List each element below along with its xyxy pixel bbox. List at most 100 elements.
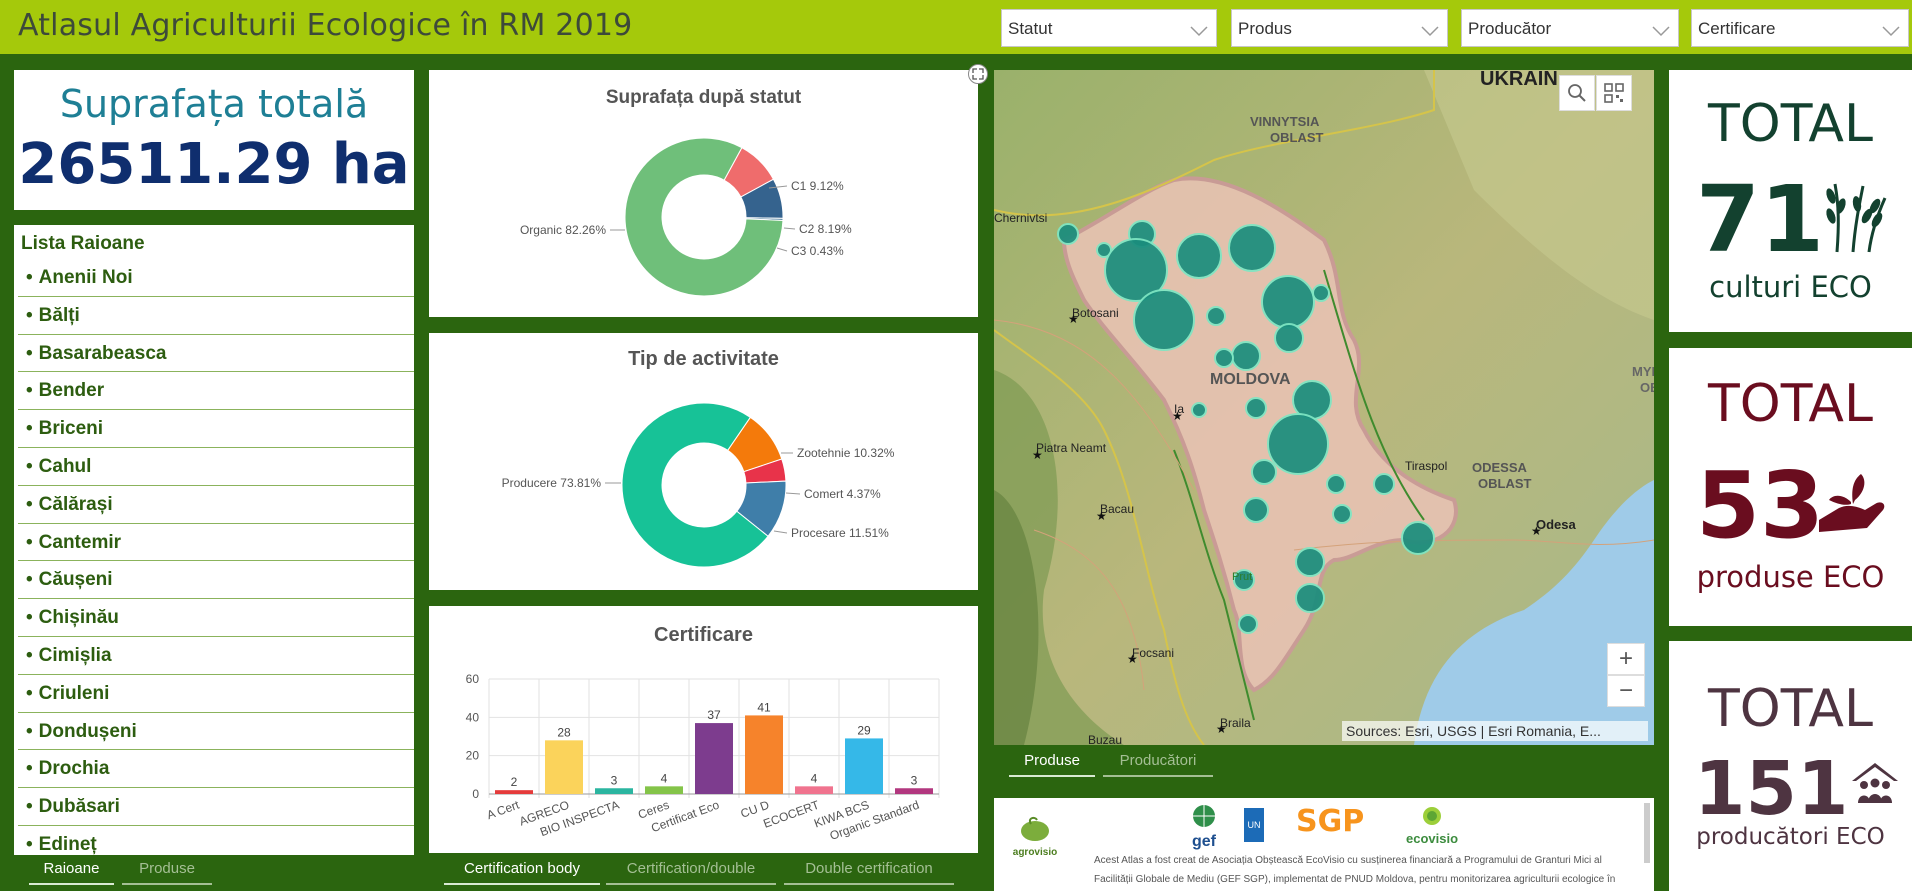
bar[interactable] — [845, 738, 883, 794]
list-item[interactable]: • Bălți — [18, 297, 414, 335]
list-item-label: Dubăsari — [38, 796, 120, 818]
city-marker-icon: ★ — [1096, 509, 1107, 523]
map-bubble[interactable] — [1245, 397, 1267, 419]
list-item[interactable]: • Bender — [18, 372, 414, 411]
wheat-icon — [1826, 183, 1887, 253]
bar[interactable] — [745, 715, 783, 794]
bar[interactable] — [695, 723, 733, 794]
map-bubble[interactable] — [1191, 402, 1207, 418]
bar[interactable] — [895, 788, 933, 794]
tab-produse[interactable]: Produse — [122, 860, 212, 885]
bar[interactable] — [645, 786, 683, 794]
total-cultures-panel: TOTAL 71 culturi ECO — [1669, 70, 1912, 332]
list-item[interactable]: • Cantemir — [18, 524, 414, 562]
raion-list-title: Lista Raioane — [21, 233, 145, 254]
y-tick-label: 20 — [466, 749, 480, 763]
tab-double-certification[interactable]: Double certification — [784, 860, 954, 885]
list-item-label: Bender — [38, 380, 105, 402]
slice-label-leader — [773, 530, 788, 534]
bar-value-label: 4 — [661, 771, 668, 785]
map-label: Bacau — [1100, 502, 1134, 516]
list-item[interactable]: • Anenii Noi — [18, 259, 414, 297]
tab-map-producatori[interactable]: Producători — [1103, 752, 1213, 777]
map-bubble[interactable] — [1057, 223, 1079, 245]
agrovisio-logo: agrovisio — [1008, 816, 1062, 858]
zoom-out-button[interactable]: − — [1607, 675, 1645, 707]
slice-label: Organic 82.26% — [520, 223, 606, 237]
tab-raioane[interactable]: Raioane — [29, 860, 114, 885]
list-item[interactable]: • Căușeni — [18, 561, 414, 600]
list-item[interactable]: • Briceni — [18, 410, 414, 448]
list-item[interactable]: • Chișinău — [18, 599, 414, 637]
bar-value-label: 29 — [857, 723, 871, 737]
map-bubble[interactable] — [1243, 497, 1269, 523]
filter-dropdown-1[interactable]: Statut — [1001, 9, 1217, 47]
donut-slice[interactable] — [624, 137, 784, 297]
map-bubble[interactable] — [1373, 473, 1395, 495]
chevron-down-icon — [1652, 22, 1670, 42]
map-bubble[interactable] — [1233, 569, 1255, 591]
donut-slice[interactable] — [621, 402, 769, 568]
bar[interactable] — [795, 786, 833, 794]
map-bubble[interactable] — [1326, 474, 1346, 494]
map-bubble[interactable] — [1267, 413, 1329, 475]
map-bubble[interactable] — [1231, 341, 1261, 371]
map-bubble[interactable] — [1228, 224, 1276, 272]
list-item[interactable]: • Criuleni — [18, 675, 414, 713]
map-qr-button[interactable] — [1596, 75, 1632, 111]
list-item-label: Cantemir — [38, 531, 122, 553]
map-bubble[interactable] — [1312, 284, 1330, 302]
map-bubble[interactable] — [1295, 547, 1325, 577]
status-chart-title: Suprafața după statut — [605, 87, 802, 108]
list-item[interactable]: • Edineț — [18, 826, 414, 855]
map-bubble[interactable] — [1261, 275, 1315, 329]
map-label: MOLDOVA — [1210, 371, 1291, 388]
map-bubble[interactable] — [1401, 521, 1435, 555]
filter-dropdown-4[interactable]: Certificare — [1691, 9, 1909, 47]
map-bubble[interactable] — [1251, 459, 1277, 485]
map-bubble[interactable] — [1176, 233, 1222, 279]
total-cultures-unit: culturi ECO — [1709, 270, 1872, 304]
map-search-button[interactable] — [1559, 75, 1595, 111]
list-item[interactable]: • Cahul — [18, 448, 414, 486]
map-bubble[interactable] — [1206, 306, 1226, 326]
list-item-label: Criuleni — [38, 682, 110, 704]
bar[interactable] — [595, 788, 633, 794]
map-canvas[interactable]: UKRAINVINNYTSIAOBLASTChernivtsiBotosaniM… — [994, 70, 1654, 745]
list-item[interactable]: • Dondușeni — [18, 713, 414, 751]
list-item-label: Briceni — [38, 418, 104, 440]
map-bubble[interactable] — [1295, 583, 1325, 613]
tab-map-produse[interactable]: Produse — [1009, 752, 1095, 777]
list-item[interactable]: • Călărași — [18, 486, 414, 524]
activity-donut-chart: Zootehnie 10.32% Comert 4.37% Procesare 11… — [502, 402, 895, 568]
map-bubble[interactable] — [1214, 348, 1234, 368]
list-item[interactable]: • Cimișlia — [18, 637, 414, 675]
city-marker-icon: ★ — [1127, 652, 1138, 666]
map-bubble[interactable] — [1104, 238, 1168, 302]
map-bubble[interactable] — [1133, 289, 1195, 351]
list-item[interactable]: • Dubăsari — [18, 788, 414, 826]
list-item-label: Drochia — [38, 758, 110, 780]
footer-scrollbar[interactable] — [1644, 803, 1650, 863]
raion-list-panel: Lista Raioane • Anenii Noi • Bălți • Basarabe… — [14, 225, 414, 855]
expand-icon[interactable] — [968, 64, 988, 84]
filter-dropdown-2[interactable]: Produs — [1231, 9, 1448, 47]
slice-label: Comert 4.37% — [804, 487, 881, 501]
tab-certification-double[interactable]: Certification/double — [606, 860, 776, 885]
list-item[interactable]: • Basarabeasca — [18, 335, 414, 373]
map-bubble[interactable] — [1096, 242, 1112, 258]
list-item[interactable]: • Drochia — [18, 750, 414, 789]
total-cultures-label: TOTAL — [1708, 94, 1873, 154]
tab-certification-body[interactable]: Certification body — [444, 860, 600, 885]
map-bubble[interactable] — [1332, 504, 1352, 524]
map-bubble[interactable] — [1238, 614, 1258, 634]
bar[interactable] — [495, 790, 533, 794]
filter-dropdown-3[interactable]: Producător — [1461, 9, 1679, 47]
map-panel[interactable]: UKRAIN VINNYTSIA OBLAST Chernivtsi Botosani M… — [994, 70, 1654, 745]
gef-logo-text: gef — [1192, 833, 1216, 850]
bullet-icon: • — [26, 607, 33, 629]
bar[interactable] — [545, 740, 583, 794]
zoom-in-button[interactable]: + — [1607, 643, 1645, 675]
y-tick-label: 0 — [472, 787, 479, 801]
map-bubble[interactable] — [1274, 323, 1304, 353]
